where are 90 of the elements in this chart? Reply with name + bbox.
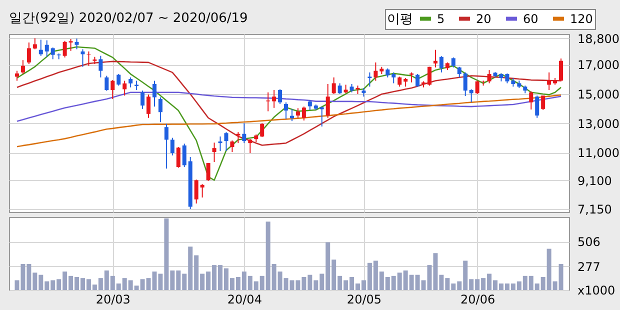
candlestick bbox=[164, 123, 168, 170]
legend-title: 이평 bbox=[387, 12, 413, 27]
candlestick bbox=[278, 88, 282, 104]
candlestick bbox=[98, 55, 103, 78]
candlestick bbox=[505, 72, 510, 84]
candlestick bbox=[50, 46, 55, 60]
legend-label: 60 bbox=[523, 12, 538, 26]
candlestick bbox=[152, 80, 156, 108]
candlestick bbox=[410, 72, 414, 83]
candlestick bbox=[266, 92, 270, 112]
candlestick bbox=[140, 90, 145, 110]
y-tick-label: 11,000 bbox=[578, 146, 620, 160]
candlestick bbox=[308, 99, 312, 110]
candlestick bbox=[451, 56, 456, 68]
candlestick bbox=[224, 132, 228, 152]
candlestick bbox=[86, 50, 91, 66]
y-tick-label: x1000 bbox=[578, 284, 616, 298]
candlestick bbox=[176, 146, 180, 168]
y-tick-label: 7,150 bbox=[578, 202, 612, 217]
candlestick bbox=[338, 82, 342, 94]
candlestick bbox=[398, 76, 402, 88]
candlestick bbox=[110, 80, 115, 100]
candlestick bbox=[134, 80, 139, 91]
y-tick-label: 9,100 bbox=[578, 174, 612, 188]
candlestick bbox=[230, 140, 234, 153]
chart-title: 일간(92일) 2020/02/07 ~ 2020/06/19 bbox=[9, 11, 248, 26]
candlestick bbox=[529, 90, 534, 110]
candlestick bbox=[332, 76, 336, 94]
candlestick bbox=[158, 96, 162, 123]
line-series bbox=[16, 60, 562, 146]
y-tick-label: 17,000 bbox=[578, 58, 620, 72]
candlestick bbox=[248, 138, 252, 154]
candlestick bbox=[212, 142, 216, 162]
candlestick bbox=[194, 179, 198, 204]
candlestick bbox=[535, 95, 540, 118]
y-tick-label: 13,000 bbox=[578, 116, 620, 131]
candlestick bbox=[182, 143, 186, 168]
candlestick bbox=[272, 90, 276, 108]
candlestick bbox=[146, 94, 151, 118]
candlestick bbox=[284, 102, 288, 120]
candlestick bbox=[170, 137, 174, 156]
candlestick bbox=[206, 162, 210, 182]
candlestick bbox=[427, 66, 432, 86]
candlestick bbox=[20, 60, 25, 75]
candlestick bbox=[433, 49, 438, 68]
candlestick bbox=[14, 70, 19, 82]
candlestick bbox=[68, 38, 73, 52]
candlestick bbox=[475, 80, 480, 94]
candlestick bbox=[116, 74, 121, 86]
y-tick-label: 15,000 bbox=[578, 87, 620, 102]
candlestick bbox=[38, 39, 43, 56]
candlestick bbox=[236, 132, 240, 144]
candlestick bbox=[368, 72, 372, 88]
x-tick-label: 20/03 bbox=[96, 292, 130, 306]
candlestick bbox=[487, 70, 492, 84]
x-tick-label: 20/04 bbox=[227, 292, 262, 306]
candlestick bbox=[547, 72, 552, 91]
legend-label: 120 bbox=[570, 12, 593, 26]
line-series bbox=[16, 46, 562, 181]
candlestick bbox=[260, 122, 264, 138]
candlestick bbox=[26, 42, 31, 65]
x-tick-label: 20/06 bbox=[460, 292, 496, 306]
y-tick-label: 506 bbox=[578, 235, 600, 250]
candlestick bbox=[559, 58, 564, 82]
candlestick bbox=[122, 80, 127, 96]
candlestick bbox=[242, 122, 246, 144]
candlestick bbox=[62, 40, 67, 58]
candlestick bbox=[302, 106, 306, 122]
candlestick bbox=[218, 136, 222, 152]
candlestick bbox=[416, 74, 420, 88]
candlestick bbox=[469, 88, 474, 103]
y-tick-label: 277 bbox=[578, 260, 600, 274]
legend-label: 20 bbox=[476, 12, 492, 26]
candlestick bbox=[374, 62, 378, 82]
candlestick bbox=[128, 76, 133, 88]
candlestick bbox=[296, 108, 300, 118]
candlestick bbox=[457, 66, 462, 78]
y-tick-label: 18,800 bbox=[578, 32, 620, 46]
candlestick bbox=[32, 38, 37, 50]
candlestick bbox=[392, 72, 396, 84]
candlestick bbox=[200, 184, 204, 198]
candlestick bbox=[44, 40, 49, 58]
legend-label: 5 bbox=[437, 12, 445, 26]
candlestick bbox=[326, 84, 330, 118]
candlestick bbox=[104, 75, 109, 92]
x-tick-label: 20/05 bbox=[346, 292, 382, 306]
candlestick bbox=[439, 56, 444, 73]
candlestick bbox=[74, 38, 79, 50]
candlestick bbox=[541, 95, 546, 110]
candlestick bbox=[463, 72, 468, 97]
